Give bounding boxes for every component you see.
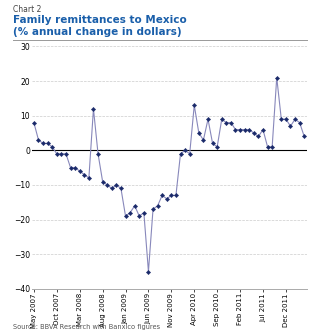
Text: (% annual change in dollars): (% annual change in dollars): [13, 27, 181, 37]
Text: Family remittances to Mexico: Family remittances to Mexico: [13, 15, 186, 25]
Text: Chart 2: Chart 2: [13, 5, 41, 14]
Text: Source: BBVA Research with Banxico figures: Source: BBVA Research with Banxico figur…: [13, 324, 160, 330]
